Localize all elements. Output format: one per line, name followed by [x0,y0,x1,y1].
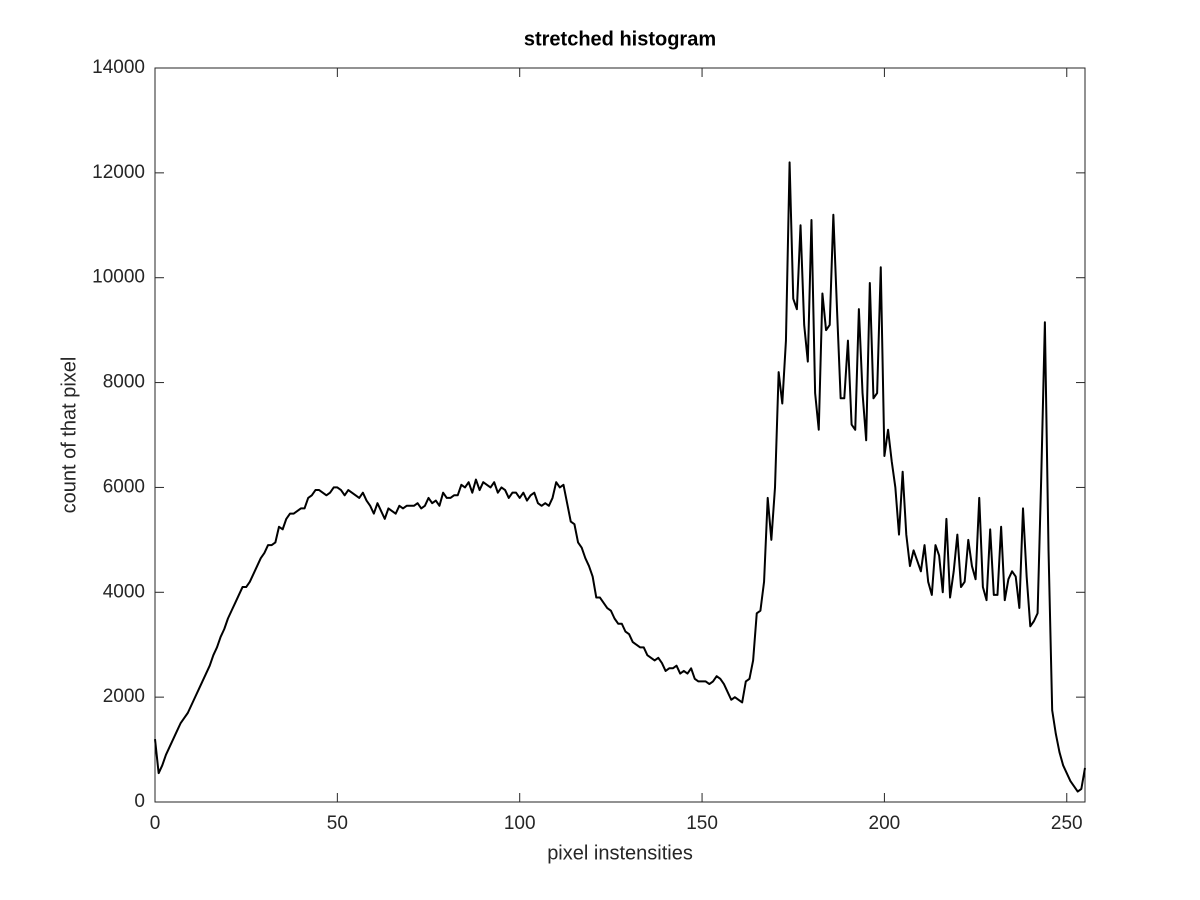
x-tick-label: 200 [869,813,901,834]
chart-title: stretched histogram [524,28,716,50]
y-tick-label: 2000 [103,686,145,707]
y-tick-label: 6000 [103,476,145,497]
x-axis-label: pixel instensities [547,842,693,864]
plot-frame [154,67,1086,803]
x-tick-label: 150 [686,813,718,834]
y-tick-label: 12000 [92,162,145,183]
x-tick-label: 100 [504,813,536,834]
y-tick-label: 4000 [103,581,145,602]
x-tick-label: 250 [1051,813,1083,834]
y-tick-label: 14000 [92,57,145,78]
x-tick-label: 50 [327,813,348,834]
y-tick-label: 10000 [92,267,145,288]
y-tick-label: 0 [134,791,145,812]
x-tick-label: 0 [150,813,161,834]
y-axis-label: count of that pixel [58,357,80,514]
data-line [154,161,1086,793]
y-tick-label: 8000 [103,372,145,393]
